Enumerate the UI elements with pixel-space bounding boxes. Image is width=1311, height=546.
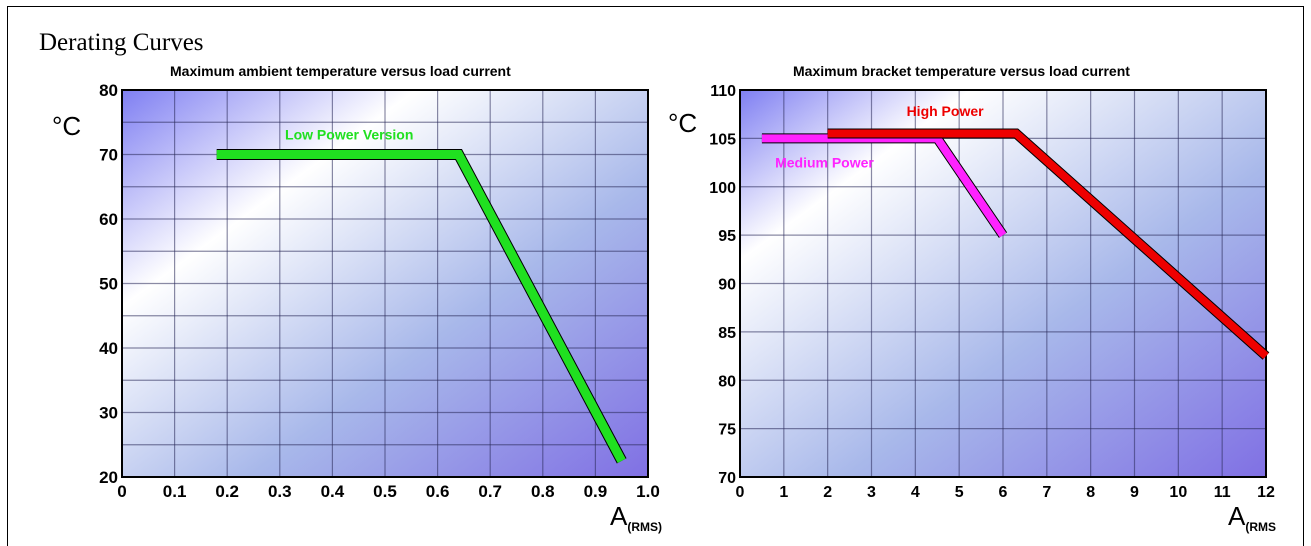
x-axis-label-sub: (RMS <box>1245 520 1276 534</box>
x-axis-label: A(RMS) <box>610 501 662 534</box>
chart-bracket-temperature: 0 1 2 3 4 5 6 7 8 9 10 11 12707580859095100105110°CA… <box>668 83 1276 534</box>
x-tick-label: 0.8 <box>531 482 555 501</box>
y-axis-label: °C <box>52 111 81 141</box>
x-tick-label: 3 <box>867 484 876 501</box>
y-tick-label: 110 <box>710 83 736 100</box>
x-tick-label: 5 <box>955 484 964 501</box>
y-tick-label: 30 <box>99 404 118 423</box>
x-tick-label: 1 <box>779 484 788 501</box>
x-tick-label: 0 <box>117 482 126 501</box>
x-tick-label: 0.2 <box>215 482 239 501</box>
y-tick-label: 70 <box>99 146 118 165</box>
x-tick-label: 11 <box>1214 484 1231 501</box>
y-axis-label: °C <box>668 108 697 138</box>
x-tick-label: 0.6 <box>426 482 450 501</box>
figure-heading: Derating Curves <box>39 29 204 56</box>
x-tick-label: 0.9 <box>584 482 608 501</box>
y-tick-label: 75 <box>718 422 736 439</box>
x-axis-label: A(RMS <box>1228 501 1276 534</box>
chart1-title: Maximum ambient temperature versus load … <box>170 63 511 79</box>
y-tick-label: 80 <box>718 373 736 390</box>
y-tick-label: 100 <box>709 180 736 197</box>
y-tick-label: 70 <box>718 470 736 487</box>
x-tick-label: 2 <box>823 484 832 501</box>
x-tick-label: 0.5 <box>373 482 397 501</box>
y-tick-label: 105 <box>709 131 736 148</box>
y-tick-label: 80 <box>99 81 118 100</box>
x-tick-label: 4 <box>911 484 920 501</box>
x-tick-label: 1.0 <box>636 482 660 501</box>
x-tick-label: 0.3 <box>268 482 292 501</box>
y-tick-label: 50 <box>99 275 118 294</box>
x-tick-label: 0.4 <box>321 482 345 501</box>
x-tick-label: 0.7 <box>478 482 502 501</box>
series-line <box>216 150 626 463</box>
x-tick-label: 0.1 <box>163 482 187 501</box>
series-label: Medium Power <box>775 154 874 170</box>
x-tick-label: 8 <box>1086 484 1095 501</box>
y-tick-label: 85 <box>718 325 736 342</box>
figure-frame <box>7 6 1304 546</box>
x-tick-label: 10 <box>1169 484 1187 501</box>
x-axis-label-sub: (RMS) <box>627 520 662 534</box>
y-tick-label: 95 <box>718 228 736 245</box>
x-tick-label: 7 <box>1042 484 1051 501</box>
series-line <box>827 129 1269 360</box>
y-tick-label: 90 <box>718 277 736 294</box>
y-tick-label: 60 <box>99 210 118 229</box>
chart-ambient-temperature: 0 0.1 0.2 0.3 0.4 0.5 0.6 0.7 0.8 0.9 1.0 20 30 40 50 6… <box>52 81 662 534</box>
plot-border <box>121 89 649 478</box>
x-tick-label: 9 <box>1130 484 1139 501</box>
x-tick-label: 12 <box>1257 484 1275 501</box>
y-tick-label: 20 <box>99 468 118 487</box>
plot-border <box>739 89 1267 478</box>
series-label: High Power <box>907 103 985 119</box>
y-tick-label: 40 <box>99 339 118 358</box>
series-label: Low Power Version <box>285 127 413 143</box>
x-tick-label: 6 <box>999 484 1008 501</box>
chart2-title: Maximum bracket temperature versus load … <box>793 63 1130 79</box>
x-tick-label: 0 <box>736 484 745 501</box>
